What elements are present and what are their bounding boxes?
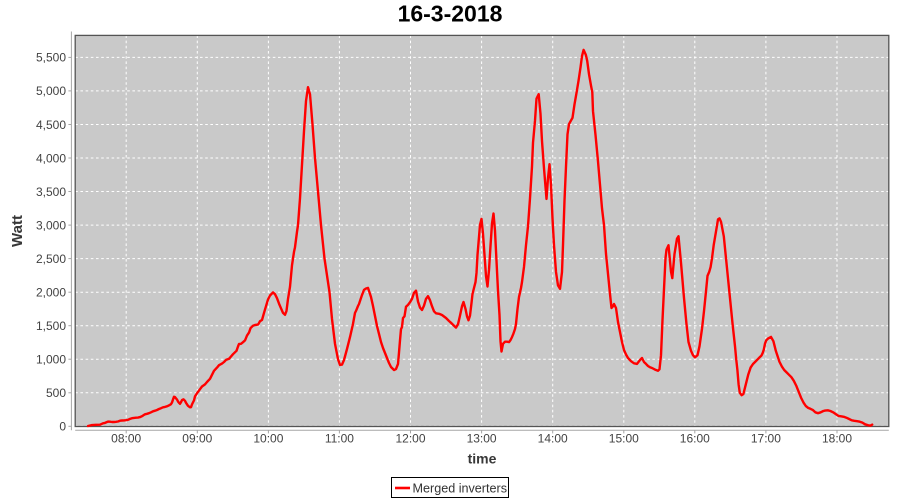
svg-text:2,000: 2,000 xyxy=(36,286,66,300)
svg-text:4,000: 4,000 xyxy=(36,151,66,165)
svg-text:time: time xyxy=(468,451,497,467)
svg-text:Watt: Watt xyxy=(9,215,26,247)
svg-text:15:00: 15:00 xyxy=(609,432,639,446)
svg-text:13:00: 13:00 xyxy=(467,432,497,446)
svg-text:17:00: 17:00 xyxy=(751,432,781,446)
svg-text:0: 0 xyxy=(59,420,66,434)
svg-text:Merged inverters: Merged inverters xyxy=(413,481,508,495)
svg-text:5,500: 5,500 xyxy=(36,51,66,65)
svg-text:11:00: 11:00 xyxy=(325,432,354,446)
svg-text:08:00: 08:00 xyxy=(111,432,141,446)
svg-text:16-3-2018: 16-3-2018 xyxy=(398,1,503,27)
svg-text:12:00: 12:00 xyxy=(395,432,425,446)
svg-text:500: 500 xyxy=(46,386,66,400)
svg-text:1,000: 1,000 xyxy=(36,353,66,367)
svg-text:14:00: 14:00 xyxy=(538,432,568,446)
svg-text:18:00: 18:00 xyxy=(822,432,852,446)
svg-text:16:00: 16:00 xyxy=(680,432,710,446)
svg-text:1,500: 1,500 xyxy=(36,319,66,333)
svg-text:10:00: 10:00 xyxy=(253,432,283,446)
svg-text:4,500: 4,500 xyxy=(36,118,66,132)
svg-text:09:00: 09:00 xyxy=(182,432,212,446)
svg-text:3,000: 3,000 xyxy=(36,218,66,232)
svg-text:2,500: 2,500 xyxy=(36,252,66,266)
svg-text:5,000: 5,000 xyxy=(36,84,66,98)
svg-text:3,500: 3,500 xyxy=(36,185,66,199)
